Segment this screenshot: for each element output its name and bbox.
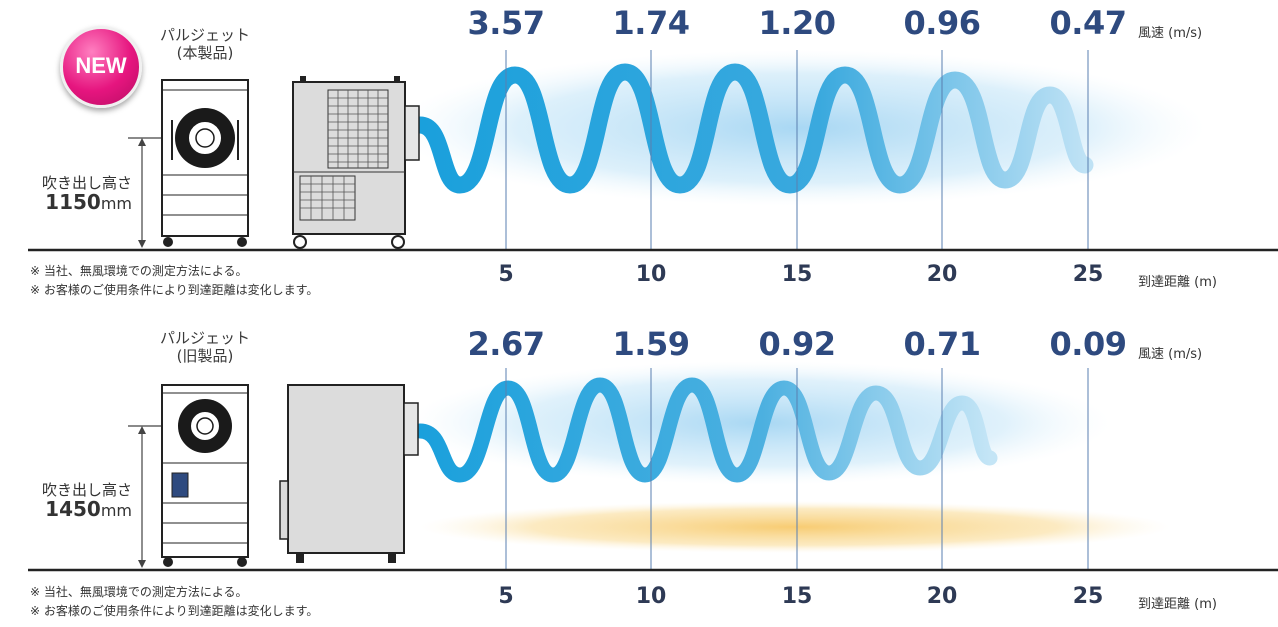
height-value: 1150mm bbox=[18, 190, 132, 214]
air-mist bbox=[395, 50, 1205, 206]
product-name-line2: (旧製品) bbox=[176, 347, 234, 365]
new-badge: NEW bbox=[60, 26, 142, 108]
distance-unit-label: 到達距離 (m) bbox=[1138, 275, 1217, 290]
front-view-unit bbox=[161, 79, 249, 247]
footnotes: ※ 当社、無風環境での測定方法による。 ※ お客様のご使用条件により到達距離は変… bbox=[30, 583, 318, 621]
airflow-coil bbox=[411, 63, 1094, 194]
distance-tick: 15 bbox=[781, 584, 813, 609]
height-arrow bbox=[128, 425, 182, 568]
old-product-panel: パルジェット (旧製品) 吹き出し高さ 1450mm 2.67 1.59 0.9… bbox=[0, 313, 1278, 626]
old-product-illustration bbox=[28, 361, 1278, 572]
height-label: 吹き出し高さ bbox=[41, 174, 132, 192]
distance-tick: 20 bbox=[926, 262, 958, 287]
side-view-unit bbox=[279, 384, 419, 563]
side-view-unit bbox=[292, 76, 420, 249]
distance-tick: 10 bbox=[635, 262, 667, 287]
height-number: 1450 bbox=[45, 497, 101, 521]
distance-tick: 20 bbox=[926, 584, 958, 609]
front-view-unit bbox=[161, 384, 249, 567]
warm-air-band bbox=[420, 501, 1170, 553]
speed-unit-label: 風速 (m/s) bbox=[1138, 26, 1203, 41]
speed-value: 0.09 bbox=[1049, 325, 1127, 363]
speed-unit-label: 風速 (m/s) bbox=[1138, 347, 1203, 362]
footnotes: ※ 当社、無風環境での測定方法による。 ※ お客様のご使用条件により到達距離は変… bbox=[30, 262, 318, 300]
airflow-coil bbox=[412, 377, 998, 483]
distance-tick: 25 bbox=[1072, 584, 1104, 609]
height-label: 吹き出し高さ bbox=[41, 481, 132, 499]
speed-value: 0.96 bbox=[903, 4, 981, 42]
height-value: 1450mm bbox=[18, 497, 132, 521]
distance-tick: 10 bbox=[635, 584, 667, 609]
speed-value: 0.47 bbox=[1049, 4, 1127, 42]
product-name-line1: パルジェット bbox=[159, 329, 250, 347]
footnote: ※ 当社、無風環境での測定方法による。 bbox=[30, 585, 248, 599]
speed-value: 1.20 bbox=[758, 4, 836, 42]
height-unit: mm bbox=[100, 501, 132, 520]
new-product-illustration bbox=[28, 50, 1278, 252]
footnote: ※ お客様のご使用条件により到達距離は変化します。 bbox=[30, 283, 319, 297]
distance-tick: 5 bbox=[498, 262, 514, 287]
product-name: パルジェット (旧製品) bbox=[150, 329, 260, 365]
height-unit: mm bbox=[100, 194, 132, 213]
speed-value: 3.57 bbox=[467, 4, 545, 42]
new-product-panel: NEW パルジェット (本製品) 吹き出し高さ 1150mm 3.57 1.74… bbox=[0, 0, 1278, 313]
speed-value: 0.92 bbox=[758, 325, 836, 363]
speed-value: 2.67 bbox=[467, 325, 545, 363]
distance-tick: 25 bbox=[1072, 262, 1104, 287]
speed-value: 1.59 bbox=[612, 325, 690, 363]
speed-value: 1.74 bbox=[612, 4, 690, 42]
distance-tick: 5 bbox=[498, 584, 514, 609]
distance-tick: 15 bbox=[781, 262, 813, 287]
footnote: ※ 当社、無風環境での測定方法による。 bbox=[30, 264, 248, 278]
distance-unit-label: 到達距離 (m) bbox=[1138, 597, 1217, 612]
product-name-line2: (本製品) bbox=[176, 44, 234, 62]
product-name: パルジェット (本製品) bbox=[150, 26, 260, 62]
height-number: 1150 bbox=[45, 190, 101, 214]
speed-value: 0.71 bbox=[903, 325, 981, 363]
product-name-line1: パルジェット bbox=[159, 26, 250, 44]
footnote: ※ お客様のご使用条件により到達距離は変化します。 bbox=[30, 604, 319, 618]
